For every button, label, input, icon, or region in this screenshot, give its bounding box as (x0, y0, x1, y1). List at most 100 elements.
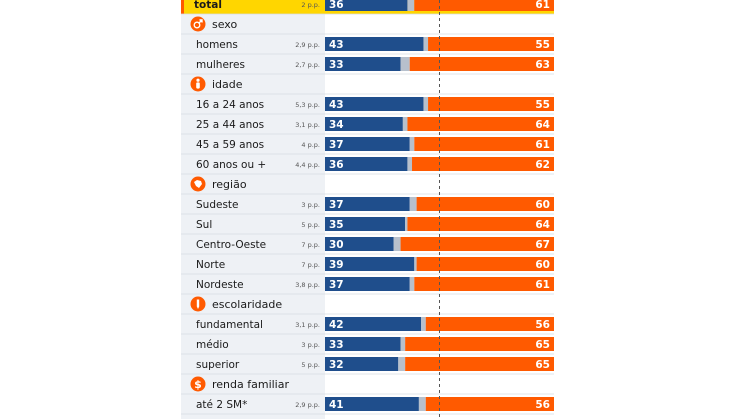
bar-segment-left (325, 97, 424, 111)
row-label: até 2 SM* (196, 399, 247, 411)
data-label-left: 42 (329, 319, 344, 331)
pencil-icon-tip (196, 306, 200, 309)
data-label-left: 33 (329, 59, 344, 71)
row-label: 16 a 24 anos (196, 99, 264, 111)
person-icon-head (196, 78, 200, 82)
bar-segment-right (407, 217, 554, 231)
bar-segment-right (414, 277, 554, 291)
data-label-right: 67 (535, 239, 550, 251)
row-label: 45 a 59 anos (196, 139, 264, 151)
margin-of-error: 4 p.p. (301, 141, 320, 149)
bar-segment-left (325, 397, 419, 411)
bar-segment-right (400, 237, 554, 251)
data-label-left: 39 (329, 259, 344, 271)
data-label-right: 63 (535, 59, 550, 71)
data-label-left: 33 (329, 339, 344, 351)
bar-segment-right (416, 257, 554, 271)
bar-segment-neither (407, 157, 413, 171)
dollar-icon-glyph: $ (194, 378, 202, 391)
row-label: 25 a 44 anos (196, 119, 264, 131)
bar-segment-neither (418, 397, 426, 411)
data-label-right: 64 (535, 119, 550, 131)
gender-icon (190, 16, 206, 32)
bar-segment-right (405, 357, 554, 371)
margin-of-error: 5,3 p.p. (295, 101, 320, 109)
bar-segment-right (414, 137, 554, 151)
bar-segment-neither (423, 37, 429, 51)
data-label-right: 65 (535, 339, 550, 351)
total-label: total (194, 0, 222, 11)
margin-of-error: 7 p.p. (301, 261, 320, 269)
bar-segment-neither (414, 257, 417, 271)
row-label: Centro-Oeste (196, 239, 266, 251)
bar-segment-neither (421, 317, 426, 331)
bar-segment-right (425, 317, 554, 331)
bar-segment-neither (393, 237, 401, 251)
margin-of-error: 5 p.p. (301, 221, 320, 229)
margin-of-error: 5 p.p. (301, 361, 320, 369)
bar-segment-right (412, 157, 554, 171)
data-label-left: 30 (329, 239, 344, 251)
row-label: 60 anos ou + (196, 159, 266, 171)
bar-segment-left (325, 197, 410, 211)
bar-segment-neither (398, 357, 406, 371)
data-label-right: 60 (535, 199, 550, 211)
margin-of-error: 2,9 p.p. (295, 401, 320, 409)
bar-segment-left (325, 217, 406, 231)
margin-of-error: 3,1 p.p. (295, 321, 320, 329)
margin-of-error: 2,9 p.p. (295, 41, 320, 49)
bar-segment-left (325, 237, 394, 251)
bar-segment-right (416, 197, 554, 211)
data-label-right: 65 (535, 359, 550, 371)
bar-segment-left (325, 317, 422, 331)
row-label: mulheres (196, 59, 245, 71)
category-header: região (212, 178, 247, 191)
category-header: escolaridade (212, 298, 282, 311)
margin-of-error: 3,8 p.p. (295, 281, 320, 289)
row-label: fundamental (196, 319, 263, 331)
bar-segment-neither (402, 117, 408, 131)
bar-segment-neither (409, 137, 415, 151)
bar-segment-left (325, 257, 415, 271)
bar-segment-left (325, 357, 399, 371)
bar-segment-right (407, 117, 554, 131)
bar-segment-left (325, 117, 403, 131)
bar-segment-neither (405, 217, 408, 231)
data-label-left: 35 (329, 219, 344, 231)
bar-segment-left (325, 37, 424, 51)
margin-of-error: 2 p.p. (301, 1, 320, 9)
margin-of-error: 7 p.p. (301, 241, 320, 249)
bar-segment-left (325, 0, 408, 11)
gender-icon-arrow (198, 19, 203, 24)
bar-segment-left (325, 337, 401, 351)
bar-segment-left (325, 137, 410, 151)
bar-segment-neither (400, 337, 406, 351)
data-label-right: 60 (535, 259, 550, 271)
margin-of-error: 3,1 p.p. (295, 121, 320, 129)
row-label: homens (196, 39, 238, 51)
data-label-left: 43 (329, 39, 344, 51)
data-label-right: 61 (535, 279, 550, 291)
bar-segment-neither (400, 57, 410, 71)
category-header: sexo (212, 18, 237, 31)
gender-icon-ring (193, 21, 201, 29)
person-icon-body (196, 82, 200, 89)
margin-of-error: 2,7 p.p. (295, 61, 320, 69)
bar-segment-right (425, 397, 554, 411)
data-label-left: 37 (329, 199, 344, 211)
category-header: renda familiar (212, 378, 289, 391)
data-label-left: 32 (329, 359, 344, 371)
data-label-right: 55 (535, 99, 550, 111)
bar-segment-neither (409, 197, 417, 211)
data-label-right: 61 (535, 139, 550, 151)
row-label: Nordeste (196, 279, 244, 291)
data-label-left: 34 (329, 119, 344, 131)
row-label: Norte (196, 259, 225, 271)
margin-of-error: 4,4 p.p. (295, 161, 320, 169)
row-label: Sul (196, 219, 212, 231)
bar-segment-neither (407, 0, 415, 11)
data-label-left: 37 (329, 279, 344, 291)
bar-segment-neither (409, 277, 415, 291)
data-label-left: 41 (329, 399, 344, 411)
